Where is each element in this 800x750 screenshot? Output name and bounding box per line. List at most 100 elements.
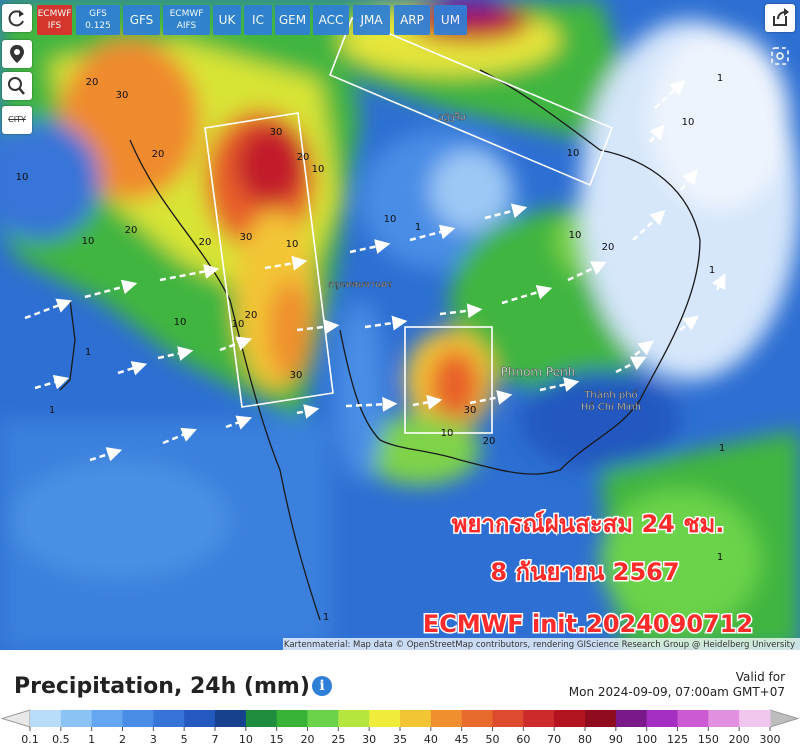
scale-segment bbox=[307, 710, 339, 727]
scale-tick-label: 0.5 bbox=[52, 733, 70, 746]
model-button[interactable]: UM bbox=[434, 5, 467, 35]
valid-label: Valid for bbox=[735, 670, 785, 684]
scale-tick-label: 0.1 bbox=[21, 733, 39, 746]
wind-arrow bbox=[117, 361, 148, 376]
model-button[interactable]: GFS 0.125 bbox=[76, 5, 120, 35]
city-label: ວຽງຈັນ bbox=[438, 112, 466, 123]
legend: Precipitation, 24h (mm) i Valid for Mon … bbox=[0, 650, 800, 750]
model-label: UK bbox=[218, 13, 236, 27]
model-label: GFS bbox=[129, 13, 154, 27]
scale-segment bbox=[245, 710, 278, 727]
model-button[interactable]: GFS bbox=[123, 5, 160, 35]
contour-label: 10 bbox=[567, 148, 580, 159]
scale-segment bbox=[122, 710, 154, 727]
scale-segment bbox=[554, 710, 586, 727]
valid-time: Mon 2024-09-09, 07:00am GMT+07 bbox=[568, 685, 785, 699]
wind-arrow bbox=[219, 336, 253, 352]
scale-tick-label: 3 bbox=[150, 733, 157, 746]
contour-label: 10 bbox=[16, 172, 29, 183]
scale-segment bbox=[91, 710, 123, 727]
scale-tick-label: 25 bbox=[331, 733, 345, 746]
model-button[interactable]: ARP bbox=[394, 5, 430, 35]
scale-tick-label: 20 bbox=[301, 733, 315, 746]
wind-arrow bbox=[364, 315, 408, 331]
scale-tick-label: 2 bbox=[119, 733, 126, 746]
scale-segment bbox=[646, 710, 678, 727]
wind-arrow bbox=[539, 377, 580, 392]
scale-tick-label: 100 bbox=[636, 733, 657, 746]
model-label: GEM bbox=[278, 13, 307, 27]
contour-label: 1 bbox=[85, 347, 91, 358]
scale-tick-label: 60 bbox=[516, 733, 530, 746]
model-button[interactable]: JMA bbox=[353, 5, 390, 35]
overlay-line: พยากรณ์ฝนสะสม 24 ชม. bbox=[452, 510, 725, 538]
scale-tick-label: 90 bbox=[609, 733, 623, 746]
scale-tick-label: 80 bbox=[578, 733, 592, 746]
wind-arrow bbox=[409, 224, 456, 242]
overlay-text: พยากรณ์ฝนสะสม 24 ชม. 8 กันยายน 2567 ECMWF … bbox=[421, 509, 754, 640]
scale-tick-label: 30 bbox=[362, 733, 376, 746]
scale-segment bbox=[523, 710, 555, 727]
wind-arrow bbox=[654, 79, 686, 109]
model-button[interactable]: ECMWF AIFS bbox=[163, 5, 210, 35]
contour-label: 30 bbox=[290, 370, 303, 381]
wind-arrow bbox=[225, 415, 253, 430]
contour-label: 20 bbox=[602, 242, 615, 253]
scale-segment bbox=[615, 710, 648, 727]
model-label: JMA bbox=[360, 13, 383, 27]
scale-segment bbox=[461, 710, 493, 727]
overlay-line: ECMWF init.2024090712 bbox=[423, 610, 753, 638]
zoom-button[interactable] bbox=[2, 72, 32, 100]
wind-arrow bbox=[89, 447, 123, 462]
model-button[interactable]: ECMWF IFS bbox=[37, 5, 72, 35]
contour-label: 10 bbox=[286, 239, 299, 250]
model-button[interactable]: GEM bbox=[275, 5, 310, 35]
attribution-bg bbox=[283, 638, 800, 650]
model-label: 0.125 bbox=[85, 21, 111, 31]
contour-label: 1 bbox=[717, 552, 723, 563]
scale-tick-label: 150 bbox=[698, 733, 719, 746]
share-button[interactable] bbox=[765, 4, 795, 32]
contour-label: 20 bbox=[245, 310, 258, 321]
model-button[interactable]: UK bbox=[213, 5, 241, 35]
scale-tick-label: 200 bbox=[729, 733, 750, 746]
model-button[interactable]: ACC bbox=[313, 5, 349, 35]
info-button[interactable]: i bbox=[312, 676, 332, 696]
overlay-line: 8 กันยายน 2567 bbox=[490, 558, 679, 586]
contour-label: 1 bbox=[49, 405, 55, 416]
scale-tick-label: 70 bbox=[547, 733, 561, 746]
contour-label: 30 bbox=[116, 90, 129, 101]
scale-tick-label: 7 bbox=[212, 733, 219, 746]
contour-label: 20 bbox=[483, 436, 496, 447]
image-button[interactable] bbox=[769, 45, 791, 67]
wind-arrow bbox=[615, 356, 647, 374]
contour-label: 30 bbox=[240, 232, 253, 243]
scale-tick-label: 300 bbox=[760, 733, 781, 746]
model-label: ARP bbox=[400, 13, 424, 27]
refresh-button[interactable] bbox=[2, 4, 32, 32]
model-button[interactable]: IC bbox=[244, 5, 272, 35]
wind-arrows bbox=[24, 79, 726, 462]
model-label: AIFS bbox=[176, 21, 197, 31]
wind-arrow bbox=[711, 273, 726, 291]
scale-segment bbox=[708, 710, 740, 727]
location-button[interactable] bbox=[2, 40, 32, 68]
focus-boxes bbox=[204, 16, 614, 434]
scale-tick-label: 1 bbox=[88, 733, 95, 746]
scale-segment bbox=[338, 710, 370, 727]
scale-segment bbox=[60, 710, 93, 727]
wind-arrow bbox=[679, 315, 699, 331]
wind-arrow bbox=[264, 255, 308, 271]
scale-segment bbox=[585, 710, 617, 727]
contour-label: 10 bbox=[82, 236, 95, 247]
scale-low-arrow bbox=[0, 709, 31, 728]
wind-arrow bbox=[680, 169, 698, 191]
contour-label: 10 bbox=[569, 230, 582, 241]
model-label: IC bbox=[252, 13, 264, 27]
city-label: กรุงเทพมหานคร bbox=[328, 280, 392, 290]
scale-high-arrow bbox=[769, 709, 800, 728]
model-label: ACC bbox=[318, 13, 344, 27]
city-button[interactable]: CITY bbox=[2, 106, 32, 134]
wind-arrow bbox=[501, 284, 553, 305]
